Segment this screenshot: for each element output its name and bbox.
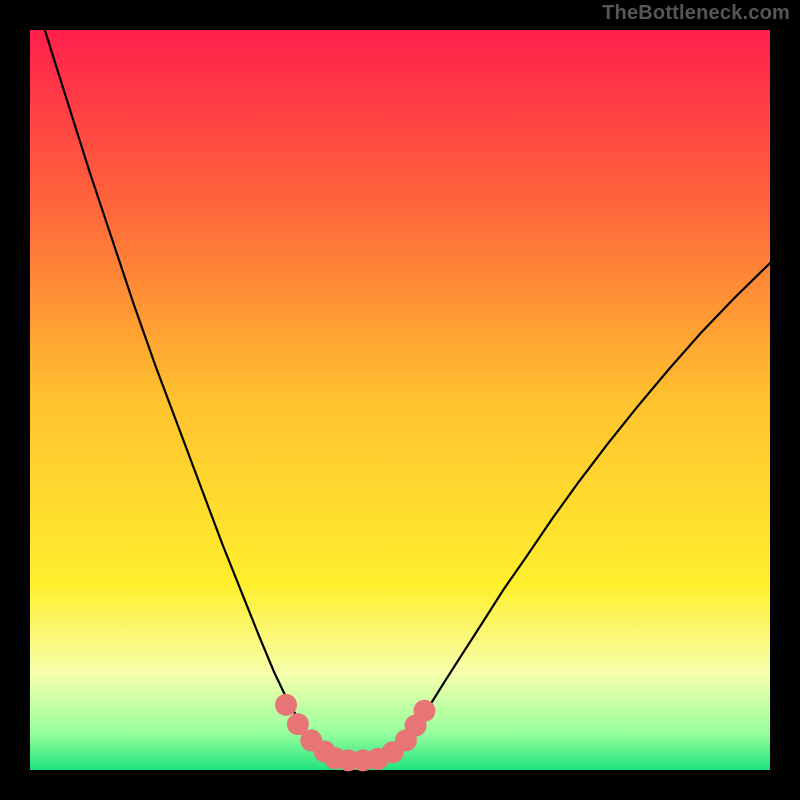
marker-group bbox=[275, 694, 435, 772]
marker-dot bbox=[413, 700, 435, 722]
bottleneck-curve bbox=[45, 30, 770, 760]
chart-frame: TheBottleneck.com bbox=[0, 0, 800, 800]
marker-dot bbox=[275, 694, 297, 716]
curve-layer bbox=[0, 0, 800, 800]
watermark-text: TheBottleneck.com bbox=[602, 2, 790, 25]
